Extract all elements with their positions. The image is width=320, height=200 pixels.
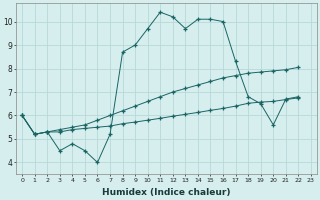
X-axis label: Humidex (Indice chaleur): Humidex (Indice chaleur) <box>102 188 231 197</box>
